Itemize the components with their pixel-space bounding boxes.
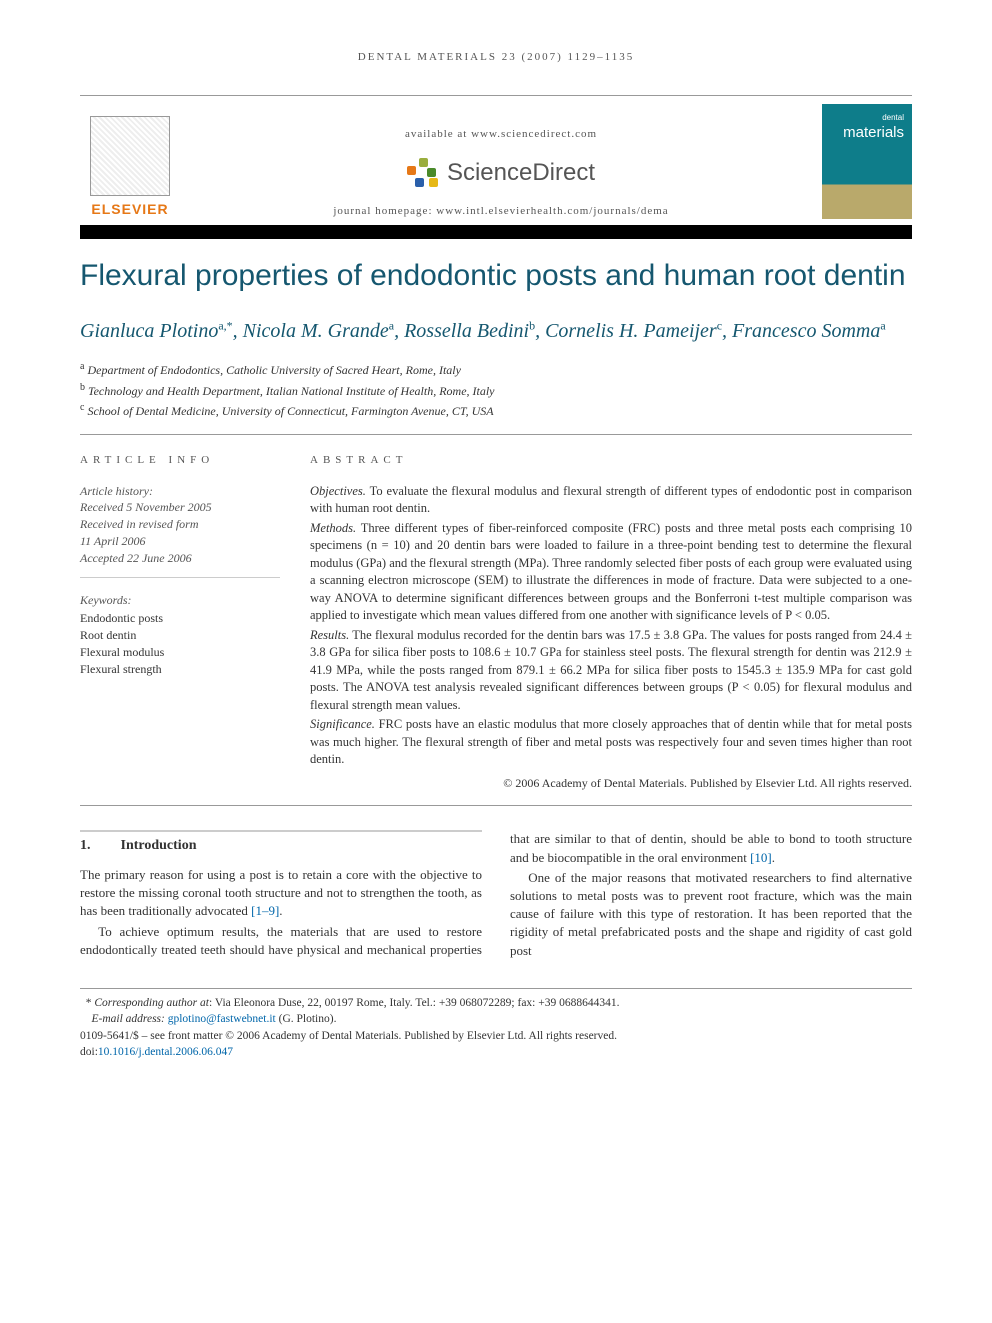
article-info-column: ARTICLE INFO Article history: Received 5…: [80, 453, 280, 791]
affiliation-line: c School of Dental Medicine, University …: [80, 401, 912, 420]
history-label: Article history:: [80, 483, 280, 500]
email-label: E-mail address:: [92, 1013, 165, 1025]
results-label: Results.: [310, 628, 349, 642]
authors: Gianluca Plotinoa,*, Nicola M. Grandea, …: [80, 317, 912, 346]
running-head: DENTAL MATERIALS 23 (2007) 1129–1135: [80, 50, 912, 65]
journal-homepage: journal homepage: www.intl.elsevierhealt…: [190, 204, 812, 219]
elsevier-tree-icon: [90, 116, 170, 196]
keyword-item: Endodontic posts: [80, 610, 280, 627]
history-line: Accepted 22 June 2006: [80, 550, 280, 567]
methods-label: Methods.: [310, 521, 356, 535]
email-line: E-mail address: gplotino@fastwebnet.it (…: [80, 1011, 912, 1027]
sciencedirect-text: ScienceDirect: [447, 156, 595, 190]
sciencedirect-mark-icon: [407, 158, 441, 188]
keyword-item: Root dentin: [80, 627, 280, 644]
doi-link[interactable]: 10.1016/j.dental.2006.06.047: [98, 1046, 233, 1058]
abstract-methods: Methods. Three different types of fiber-…: [310, 520, 912, 625]
cover-big-text: materials: [843, 122, 904, 143]
email-link[interactable]: gplotino@fastwebnet.it: [165, 1013, 276, 1025]
p2-text-b: .: [772, 850, 775, 865]
journal-cover-thumb: dental materials: [822, 104, 912, 219]
keywords-list: Endodontic postsRoot dentinFlexural modu…: [80, 610, 280, 677]
section-heading-1: 1. Introduction: [80, 830, 482, 856]
methods-text: Three different types of fiber-reinforce…: [310, 521, 912, 623]
header-row: ELSEVIER available at www.sciencedirect.…: [80, 95, 912, 219]
intro-p3: One of the major reasons that motivated …: [510, 869, 912, 960]
objectives-label: Objectives.: [310, 484, 366, 498]
keywords-label: Keywords:: [80, 592, 280, 609]
body-columns: 1. Introduction The primary reason for u…: [80, 830, 912, 960]
significance-label: Significance.: [310, 717, 375, 731]
abstract-copyright: © 2006 Academy of Dental Materials. Publ…: [310, 775, 912, 792]
article-history: Article history: Received 5 November 200…: [80, 483, 280, 578]
significance-text: FRC posts have an elastic modulus that m…: [310, 717, 912, 766]
intro-p1: The primary reason for using a post is t…: [80, 866, 482, 921]
section-number: 1.: [80, 836, 91, 856]
history-line: Received 5 November 2005: [80, 499, 280, 516]
elsevier-wordmark: ELSEVIER: [91, 200, 168, 220]
issn-line: 0109-5641/$ – see front matter © 2006 Ac…: [80, 1028, 912, 1044]
p1-text-b: .: [279, 903, 282, 918]
affiliations: a Department of Endodontics, Catholic Un…: [80, 360, 912, 435]
ref-link-1-9[interactable]: [1–9]: [251, 903, 279, 918]
corr-text: : Via Eleonora Duse, 22, 00197 Rome, Ita…: [209, 997, 620, 1009]
corr-label: Corresponding author at: [94, 997, 209, 1009]
ref-link-10[interactable]: [10]: [750, 850, 772, 865]
objectives-text: To evaluate the flexural modulus and fle…: [310, 484, 912, 516]
affiliation-line: a Department of Endodontics, Catholic Un…: [80, 360, 912, 379]
history-line: 11 April 2006: [80, 533, 280, 550]
doi-line: doi:10.1016/j.dental.2006.06.047: [80, 1044, 912, 1060]
abstract-objectives: Objectives. To evaluate the flexural mod…: [310, 483, 912, 518]
keyword-item: Flexural strength: [80, 661, 280, 678]
elsevier-logo: ELSEVIER: [80, 109, 180, 219]
abstract-results: Results. The flexural modulus recorded f…: [310, 627, 912, 715]
results-text: The flexural modulus recorded for the de…: [310, 628, 912, 712]
abstract-column: ABSTRACT Objectives. To evaluate the fle…: [310, 453, 912, 791]
doi-label: doi:: [80, 1046, 98, 1058]
article-info-heading: ARTICLE INFO: [80, 453, 280, 468]
article-title: Flexural properties of endodontic posts …: [80, 257, 912, 295]
keyword-item: Flexural modulus: [80, 644, 280, 661]
affiliation-line: b Technology and Health Department, Ital…: [80, 381, 912, 400]
section-title: Introduction: [121, 836, 197, 856]
abstract-heading: ABSTRACT: [310, 453, 912, 468]
history-line: Received in revised form: [80, 516, 280, 533]
footnotes: * Corresponding author at: Via Eleonora …: [80, 988, 912, 1059]
corresponding-author: * Corresponding author at: Via Eleonora …: [80, 995, 912, 1011]
sciencedirect-logo: ScienceDirect: [407, 156, 595, 190]
abstract-significance: Significance. FRC posts have an elastic …: [310, 716, 912, 769]
black-rule: [80, 225, 912, 239]
email-owner: (G. Plotino).: [276, 1013, 337, 1025]
header-center: available at www.sciencedirect.com Scien…: [180, 127, 822, 219]
available-at-text: available at www.sciencedirect.com: [190, 127, 812, 142]
